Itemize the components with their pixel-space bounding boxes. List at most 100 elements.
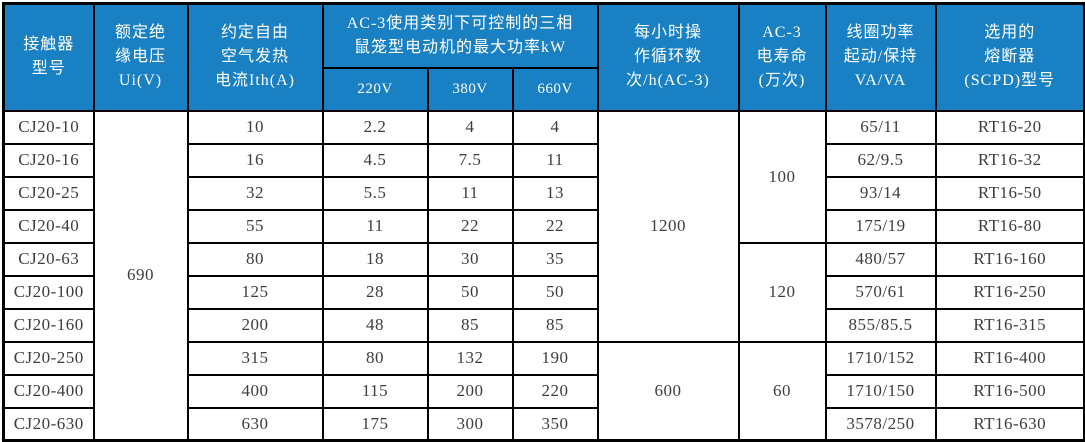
header-line: 次/h(AC-3) <box>626 72 710 90</box>
table-row: CJ20-40 55 11 22 22 175/19 RT16-80 <box>2 208 1085 244</box>
cell-fuse: RT16-250 <box>934 274 1085 310</box>
header-operating-cycles: 每小时操 作循环数 次/h(AC-3) <box>596 2 740 112</box>
cell-fuse: RT16-32 <box>934 142 1085 178</box>
cell-life-merged-mid: 120 <box>737 241 827 343</box>
cell-p660: 22 <box>511 208 599 244</box>
cell-coil: 93/14 <box>824 175 937 211</box>
cell-p220: 4.5 <box>321 142 429 178</box>
header-line: AC-3使用类别下可控制的三相 <box>346 14 574 32</box>
cell-coil: 65/11 <box>824 109 937 145</box>
header-line: AC-3 <box>762 24 802 42</box>
cell-fuse: RT16-50 <box>934 175 1085 211</box>
cell-p380: 50 <box>426 274 514 310</box>
cell-p220: 2.2 <box>321 109 429 145</box>
cell-coil: 175/19 <box>824 208 937 244</box>
cell-p220: 115 <box>321 373 429 409</box>
cell-cycles-merged-top: 1200 <box>596 109 740 343</box>
table-row: CJ20-25 32 5.5 11 13 93/14 RT16-50 <box>2 175 1085 211</box>
header-line: 空气发热 <box>220 48 289 66</box>
header-line: 线圈功率 <box>846 24 915 42</box>
header-line: 作循环数 <box>633 48 702 66</box>
cell-p220: 48 <box>321 307 429 343</box>
table-row: CJ20-10 690 10 2.2 4 4 1200 100 65/11 RT… <box>2 109 1085 442</box>
cell-ith: 630 <box>186 406 324 442</box>
cell-p380: 200 <box>426 373 514 409</box>
cell-coil: 62/9.5 <box>824 142 937 178</box>
header-line: 选用的 <box>984 24 1036 42</box>
cell-coil: 1710/150 <box>824 373 937 409</box>
header-line: VA/VA <box>854 72 907 90</box>
cell-model: CJ20-100 <box>2 274 95 310</box>
cell-p660: 4 <box>511 109 599 145</box>
header-line: 额定绝 <box>114 24 166 42</box>
cell-model: CJ20-250 <box>2 340 95 376</box>
cell-ith: 10 <box>186 109 324 145</box>
cell-fuse: RT16-20 <box>934 109 1085 145</box>
cell-p220: 80 <box>321 340 429 376</box>
cell-fuse: RT16-315 <box>934 307 1085 343</box>
header-coil-power: 线圈功率 起动/保持 VA/VA <box>824 2 937 112</box>
cell-p220: 11 <box>321 208 429 244</box>
cell-fuse: RT16-500 <box>934 373 1085 409</box>
cell-p220: 5.5 <box>321 175 429 211</box>
header-line: (万次) <box>758 72 806 90</box>
header-thermal-current: 约定自由 空气发热 电流Ith(A) <box>186 2 324 112</box>
header-rated-insulation-voltage: 额定绝 缘电压 Ui(V) <box>92 2 189 112</box>
cell-p660: 190 <box>511 340 599 376</box>
header-line: 起动/保持 <box>843 48 918 66</box>
cell-model: CJ20-400 <box>2 373 95 409</box>
header-electrical-life: AC-3 电寿命 (万次) <box>737 2 827 112</box>
cell-model: CJ20-63 <box>2 241 95 277</box>
cell-coil: 855/85.5 <box>824 307 937 343</box>
cell-p380: 11 <box>426 175 514 211</box>
cell-coil: 570/61 <box>824 274 937 310</box>
cell-p380: 7.5 <box>426 142 514 178</box>
cell-model: CJ20-25 <box>2 175 95 211</box>
table-header: 接触器 型号 额定绝 缘电压 Ui(V) 约定自由 空气发热 电流Ith(A) … <box>2 2 1085 112</box>
cell-p660: 85 <box>511 307 599 343</box>
cell-p220: 175 <box>321 406 429 442</box>
cell-ith: 200 <box>186 307 324 343</box>
header-ac3-max-power: AC-3使用类别下可控制的三相 鼠笼型电动机的最大功率kW <box>321 2 599 69</box>
cell-p660: 11 <box>511 142 599 178</box>
header-line: 缘电压 <box>114 48 166 66</box>
cell-model: CJ20-40 <box>2 208 95 244</box>
cell-p220: 28 <box>321 274 429 310</box>
cell-ith: 80 <box>186 241 324 277</box>
cell-model: CJ20-10 <box>2 109 95 145</box>
cell-ith: 55 <box>186 208 324 244</box>
cell-p380: 85 <box>426 307 514 343</box>
table-row: CJ20-63 80 18 30 35 120 480/57 RT16-160 <box>2 241 1085 343</box>
header-line: (SCPD)型号 <box>964 72 1056 90</box>
cell-p380: 300 <box>426 406 514 442</box>
cell-cycles-merged-bottom: 600 <box>596 340 740 442</box>
header-line: 电寿命 <box>756 48 808 66</box>
cell-ith: 16 <box>186 142 324 178</box>
header-line: 熔断器 <box>984 48 1036 66</box>
cell-ith: 125 <box>186 274 324 310</box>
cell-p380: 4 <box>426 109 514 145</box>
cell-ith: 32 <box>186 175 324 211</box>
header-voltage-220v: 220V <box>321 66 429 112</box>
cell-p660: 50 <box>511 274 599 310</box>
cell-fuse: RT16-160 <box>934 241 1085 277</box>
header-fuse-type: 选用的 熔断器 (SCPD)型号 <box>934 2 1085 112</box>
cell-p660: 350 <box>511 406 599 442</box>
cell-p660: 13 <box>511 175 599 211</box>
cell-coil: 3578/250 <box>824 406 937 442</box>
header-line: 型号 <box>31 60 66 78</box>
header-line: 每小时操 <box>633 24 702 42</box>
cell-fuse: RT16-400 <box>934 340 1085 376</box>
cell-ith: 400 <box>186 373 324 409</box>
header-voltage-660v: 660V <box>511 66 599 112</box>
header-model: 接触器 型号 <box>2 2 95 112</box>
cell-p380: 22 <box>426 208 514 244</box>
cell-life-merged-top: 100 <box>737 109 827 244</box>
cell-ui-merged: 690 <box>92 109 189 442</box>
cell-model: CJ20-16 <box>2 142 95 178</box>
table-row: CJ20-400 400 115 200 220 1710/150 RT16-5… <box>2 373 1085 409</box>
table-row: CJ20-250 315 80 132 190 600 60 1710/152 … <box>2 340 1085 442</box>
table-row: CJ20-16 16 4.5 7.5 11 62/9.5 RT16-32 <box>2 142 1085 178</box>
